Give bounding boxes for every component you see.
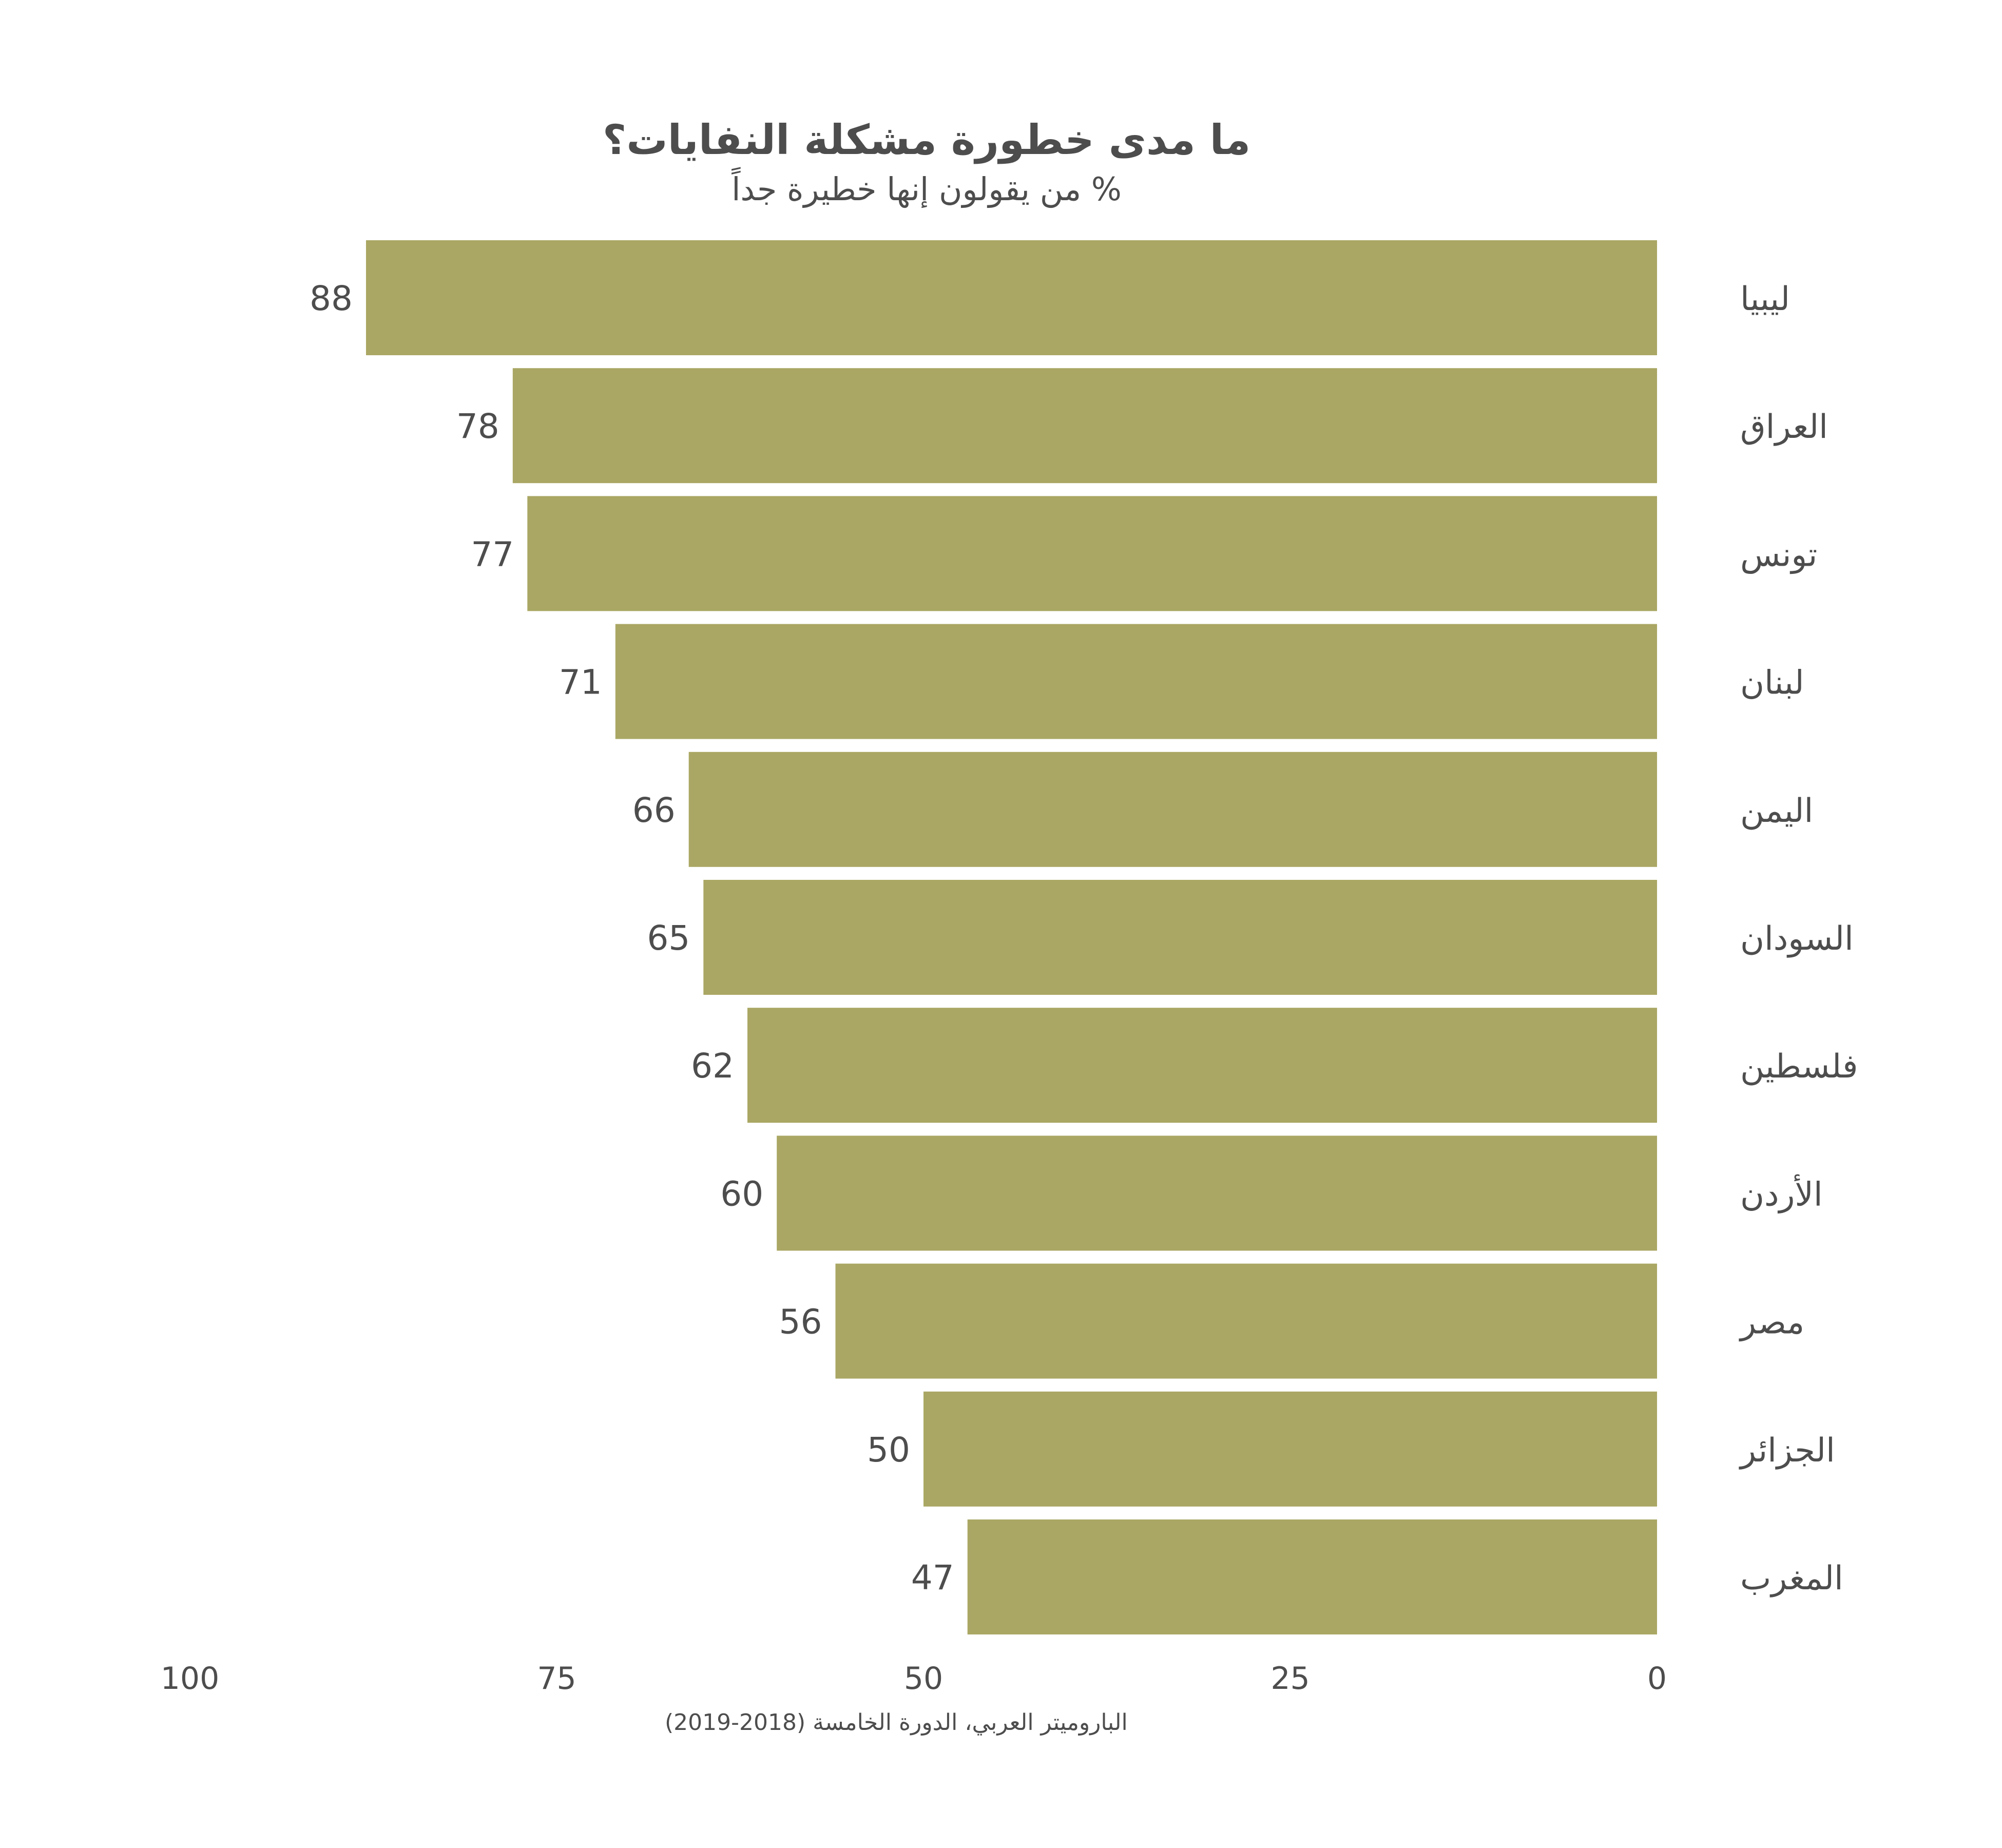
- value-label-9: 50: [867, 1430, 910, 1470]
- chart-subtitle: % من يقولون إنها خطيرة جداً: [731, 166, 1121, 208]
- category-label-4: اليمن: [1740, 792, 1813, 830]
- value-label-3: 71: [559, 663, 602, 702]
- bar-7: [777, 1135, 1657, 1251]
- value-label-7: 60: [720, 1174, 763, 1214]
- value-label-8: 56: [779, 1302, 822, 1342]
- value-label-5: 65: [647, 918, 690, 958]
- value-label-1: 78: [456, 407, 499, 446]
- category-label-3: لبنان: [1740, 664, 1804, 702]
- bar-9: [923, 1391, 1657, 1507]
- category-label-10: المغرب: [1740, 1560, 1843, 1597]
- value-label-6: 62: [691, 1046, 734, 1086]
- value-label-4: 66: [632, 791, 676, 830]
- value-label-0: 88: [310, 279, 353, 318]
- category-label-8: مصر: [1739, 1304, 1804, 1342]
- bar-6: [747, 1008, 1657, 1123]
- bar-3: [615, 624, 1657, 739]
- x-tick-label-1: 25: [1270, 1661, 1310, 1697]
- category-label-2: تونس: [1740, 536, 1817, 574]
- category-label-7: الأردن: [1740, 1173, 1823, 1214]
- bar-4: [688, 752, 1657, 867]
- source-note: الباروميتر العربي، الدورة الخامسة (2018-…: [665, 1709, 1128, 1736]
- bar-5: [703, 880, 1657, 995]
- category-label-1: العراق: [1740, 408, 1828, 446]
- chart-title: ما مدى خطورة مشكلة النفايات؟: [603, 116, 1250, 164]
- x-tick-label-4: 100: [161, 1661, 220, 1697]
- x-tick-label-3: 75: [537, 1661, 576, 1697]
- bar-1: [512, 368, 1657, 484]
- x-tick-label-0: 0: [1647, 1661, 1667, 1697]
- bars-layer: 88 ليبيا 78 العراق 77 تونس 71 لبنان 66 اليمن 65 الس…: [310, 240, 1858, 1634]
- category-label-6: فلسطين: [1740, 1048, 1858, 1086]
- value-label-2: 77: [471, 534, 514, 574]
- bar-2: [527, 496, 1657, 611]
- bar-0: [366, 240, 1657, 355]
- bar-8: [835, 1263, 1657, 1379]
- value-label-10: 47: [911, 1558, 954, 1597]
- category-label-5: السودان: [1740, 920, 1854, 958]
- category-label-0: ليبيا: [1740, 280, 1790, 318]
- category-label-9: الجزائر: [1739, 1432, 1835, 1470]
- x-tick-label-2: 50: [904, 1661, 943, 1697]
- x-axis-ticks: 0 25 50 75 100: [161, 1661, 1667, 1697]
- bar-10: [967, 1519, 1657, 1634]
